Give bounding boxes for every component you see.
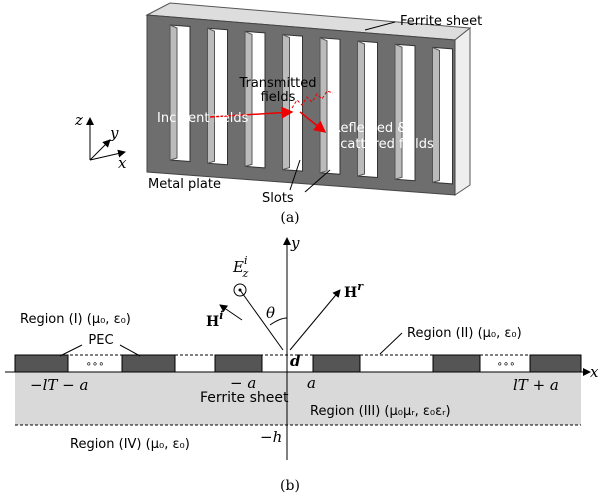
h-reflected: [290, 290, 340, 350]
label: Region (II) (μ₀, ε₀): [407, 326, 522, 341]
slot-wall: [208, 28, 215, 163]
slot-wall: [245, 31, 252, 166]
dots: ∘∘∘: [86, 359, 105, 370]
axis-label: y: [109, 124, 119, 142]
slot-wall: [170, 25, 177, 160]
dots: ∘∘∘: [497, 359, 516, 370]
label: θ: [266, 304, 275, 322]
caption: (a): [280, 210, 299, 226]
label: Metal plate: [148, 177, 221, 192]
label: Region (IV) (μ₀, ε₀): [70, 437, 190, 452]
label: Region (III) (μ₀μᵣ, ε₀εᵣ): [310, 404, 451, 419]
axis-label: x: [590, 363, 599, 381]
label: − a: [230, 374, 256, 392]
label: PEC: [88, 333, 113, 348]
field-label: Hi: [206, 309, 223, 330]
axis-label: z: [74, 111, 83, 129]
ferrite-sheet: [15, 372, 581, 425]
label: Ferrite sheet: [200, 390, 289, 406]
leader: [380, 333, 402, 354]
label-line: fields: [261, 90, 296, 105]
label-line: Reflected &: [332, 121, 407, 136]
leader: [60, 345, 82, 356]
field-label: Hr: [344, 280, 364, 301]
box-side: [455, 28, 470, 195]
sup: i: [219, 309, 223, 322]
sup: r: [357, 280, 364, 293]
incident-line: [240, 290, 283, 350]
label: a: [307, 374, 316, 392]
label: −h: [260, 428, 282, 446]
slot-wall: [433, 47, 440, 182]
label: lT + a: [513, 376, 559, 394]
sym: H: [206, 314, 219, 330]
figure: Ferrite sheet Transmittedfields Incident…: [0, 0, 601, 498]
label: −lT − a: [30, 376, 88, 394]
sym: H: [344, 285, 357, 301]
caption: (b): [280, 478, 300, 494]
leader: [120, 345, 140, 356]
label: Incident fields: [157, 111, 249, 126]
label-line: Transmitted: [238, 76, 316, 91]
axis-y: [90, 140, 110, 160]
label: Slots: [262, 191, 294, 206]
sub: z: [241, 267, 248, 280]
label: d: [290, 352, 301, 370]
slot-wall: [320, 38, 327, 173]
slot-wall: [395, 44, 402, 179]
axis-label: x: [118, 154, 127, 172]
slot-wall: [358, 41, 365, 176]
label: Ferrite sheet: [400, 14, 482, 29]
label: Region (I) (μ₀, ε₀): [20, 312, 131, 327]
axis-label: y: [290, 234, 300, 252]
label-line: Scattered fields: [332, 137, 434, 152]
sup: i: [244, 254, 248, 267]
